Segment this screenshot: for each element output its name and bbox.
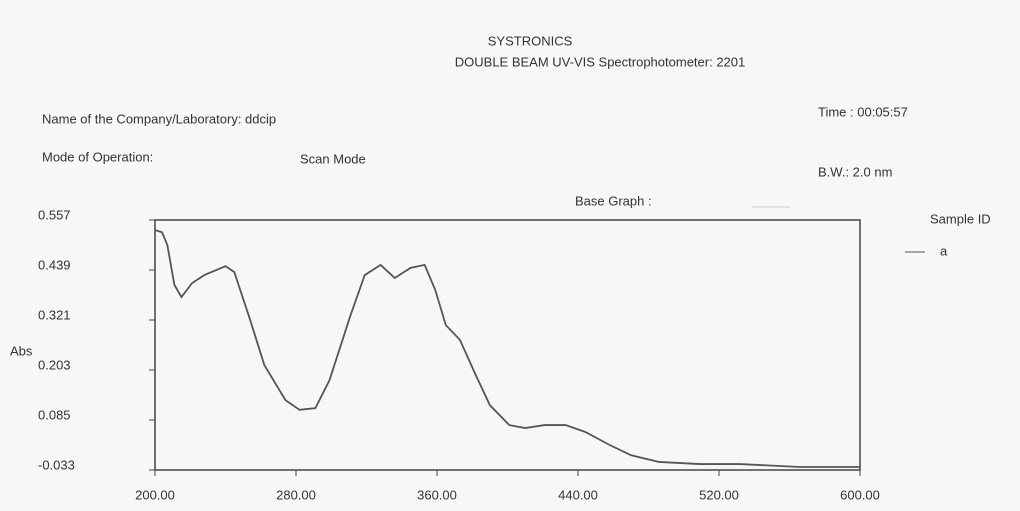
sample-id: Sample ID xyxy=(930,211,991,226)
y-tick-label: -0.033 xyxy=(38,457,75,472)
x-tick-label: 200.00 xyxy=(135,487,175,502)
mode: Scan Mode xyxy=(300,151,366,166)
mode-label: Mode of Operation: xyxy=(42,149,153,164)
x-tick-label: 440.00 xyxy=(558,487,598,502)
y-tick-label: 0.321 xyxy=(38,307,71,322)
plot-frame xyxy=(154,219,861,471)
y-axis-label: Abs xyxy=(10,343,33,358)
y-tick-label: 0.203 xyxy=(38,357,71,372)
base-graph: Base Graph : xyxy=(575,193,652,208)
x-tick-label: 600.00 xyxy=(840,487,880,502)
y-tick-label: 0.557 xyxy=(38,207,71,222)
chart-title: SYSTRONICS xyxy=(488,33,573,48)
y-tick-label: 0.439 xyxy=(38,257,71,272)
x-tick-label: 520.00 xyxy=(699,487,739,502)
legend-label: a xyxy=(940,243,948,258)
company: Name of the Company/Laboratory: ddcip xyxy=(42,111,276,126)
x-tick-label: 280.00 xyxy=(276,487,316,502)
chart-subtitle: DOUBLE BEAM UV-VIS Spectrophotometer: 22… xyxy=(455,54,745,69)
time: Time : 00:05:57 xyxy=(818,104,908,119)
y-tick-label: 0.085 xyxy=(38,407,71,422)
x-tick-label: 360.00 xyxy=(417,487,457,502)
spectrum-line xyxy=(154,229,860,468)
bandwidth: B.W.: 2.0 nm xyxy=(818,164,892,179)
